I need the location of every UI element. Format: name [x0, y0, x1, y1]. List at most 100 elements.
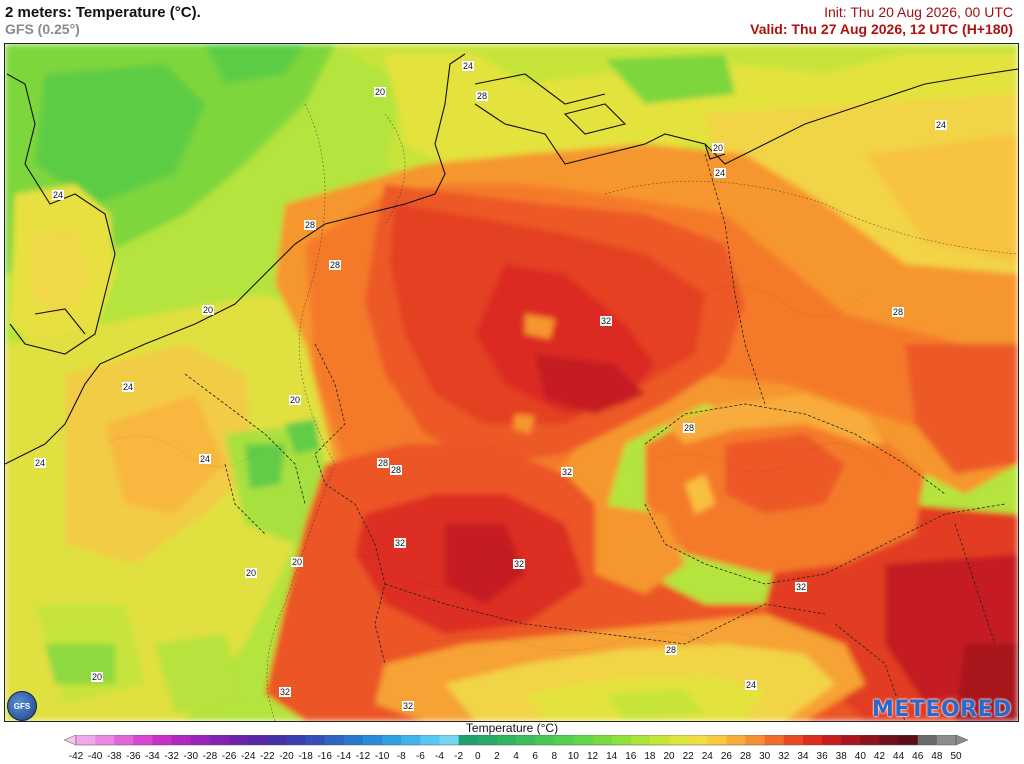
- temperature-map[interactable]: 24 28 20 24 24 28 20 24 28 20 32 24 20 28 24 28 32 32 28 20…: [4, 43, 1019, 722]
- svg-text:28: 28: [684, 423, 694, 433]
- legend-swatch: [573, 735, 594, 745]
- legend-swatch: [726, 735, 747, 745]
- svg-text:20: 20: [203, 305, 213, 315]
- svg-text:28: 28: [305, 220, 315, 230]
- svg-text:32: 32: [562, 467, 572, 477]
- legend-swatch: [190, 735, 211, 745]
- legend-tick-label: 32: [778, 751, 790, 762]
- legend-tick-label: -2: [454, 751, 463, 762]
- legend-swatch: [477, 735, 498, 745]
- svg-text:24: 24: [53, 190, 63, 200]
- legend-tick-label: 30: [759, 751, 771, 762]
- legend-tick-label: -36: [126, 751, 141, 762]
- legend-swatch: [439, 735, 460, 745]
- svg-text:32: 32: [403, 701, 413, 711]
- model-name: GFS (0.25°): [5, 21, 80, 37]
- legend-swatch: [611, 735, 632, 745]
- legend-tick-label: -10: [375, 751, 390, 762]
- legend-max-arrow: [955, 735, 969, 746]
- legend-swatch: [362, 735, 383, 745]
- country-borders: [184, 153, 1006, 721]
- legend-tick-label: 42: [874, 751, 886, 762]
- isotherm-label: 20: [202, 305, 214, 315]
- isotherm-label: 24: [714, 168, 726, 178]
- svg-text:32: 32: [601, 316, 611, 326]
- isotherm-label: 28: [665, 645, 677, 655]
- legend-swatch: [936, 735, 957, 745]
- legend-tick-label: -42: [69, 751, 84, 762]
- legend-tick-label: 50: [950, 751, 962, 762]
- legend-tick-label: 44: [893, 751, 905, 762]
- legend-tick-label: 20: [663, 751, 675, 762]
- isotherm-label: 24: [935, 120, 947, 130]
- legend-tick-label: 26: [721, 751, 733, 762]
- svg-text:20: 20: [292, 557, 302, 567]
- legend-swatch: [114, 735, 134, 745]
- legend-min-arrow: [63, 735, 77, 746]
- legend-swatch: [822, 735, 842, 745]
- legend-swatch: [516, 735, 536, 745]
- svg-text:32: 32: [395, 538, 405, 548]
- svg-text:28: 28: [666, 645, 676, 655]
- isotherm-label: 32: [561, 467, 573, 477]
- legend-swatch: [171, 735, 192, 745]
- legend-tick-label: 38: [836, 751, 848, 762]
- legend-swatch: [802, 735, 823, 745]
- isotherm-label: 24: [52, 190, 64, 200]
- legend-swatch: [343, 735, 364, 745]
- isotherm-label: 20: [712, 143, 724, 153]
- isotherm-label: 24: [199, 454, 211, 464]
- legend-swatch: [286, 735, 307, 745]
- isotherm-label: 24: [745, 680, 757, 690]
- isotherm-label: 20: [91, 672, 103, 682]
- legend-tick-label: 2: [494, 751, 500, 762]
- legend-tick-label: 8: [551, 751, 557, 762]
- legend-swatch: [783, 735, 804, 745]
- legend-tick-label: -18: [298, 751, 313, 762]
- legend-tick-label: -24: [241, 751, 256, 762]
- legend-swatch: [898, 735, 919, 745]
- legend-tick-label: 10: [568, 751, 580, 762]
- legend-tick-label: -16: [317, 751, 332, 762]
- svg-text:32: 32: [796, 582, 806, 592]
- legend-swatch: [745, 735, 766, 745]
- svg-text:28: 28: [330, 260, 340, 270]
- legend-swatch: [630, 735, 651, 745]
- legend-swatch: [554, 735, 574, 745]
- isotherm-label: 28: [476, 91, 488, 101]
- legend-tick-label: -12: [356, 751, 371, 762]
- legend-tick-label: -20: [279, 751, 294, 762]
- legend-tick-label: 22: [683, 751, 695, 762]
- legend-swatch: [382, 735, 402, 745]
- legend-swatch: [95, 735, 115, 745]
- legend-tick-label: 0: [475, 751, 481, 762]
- svg-text:28: 28: [893, 307, 903, 317]
- legend-swatch: [229, 735, 249, 745]
- legend-tick-label: -32: [164, 751, 179, 762]
- coastlines: [5, 53, 1018, 465]
- isotherm-label: 28: [329, 260, 341, 270]
- terrain-relief: [104, 285, 886, 655]
- legend-swatch: [688, 735, 708, 745]
- svg-text:24: 24: [463, 61, 473, 71]
- legend-swatch: [592, 735, 613, 745]
- legend-tick-label: 24: [702, 751, 714, 762]
- valid-time: Valid: Thu 27 Aug 2026, 12 UTC (H+180): [750, 21, 1013, 37]
- legend-tick-label: 12: [587, 751, 599, 762]
- legend-tick-label: 18: [644, 751, 656, 762]
- gfs-logo: GFS: [7, 691, 37, 721]
- svg-text:32: 32: [280, 687, 290, 697]
- svg-text:20: 20: [290, 395, 300, 405]
- legend-swatch: [133, 735, 154, 745]
- isotherm-label: 32: [279, 687, 291, 697]
- temperature-fill: [5, 44, 1018, 721]
- legend-color-bar: [63, 735, 969, 746]
- isotherm-label: 20: [291, 557, 303, 567]
- svg-text:28: 28: [378, 458, 388, 468]
- legend-swatch: [879, 735, 900, 745]
- meteored-logo: METEORED: [872, 697, 1012, 722]
- isotherm-label: 28: [683, 423, 695, 433]
- svg-text:20: 20: [713, 143, 723, 153]
- isotherm-label: 32: [600, 316, 612, 326]
- isotherm-label: 32: [795, 582, 807, 592]
